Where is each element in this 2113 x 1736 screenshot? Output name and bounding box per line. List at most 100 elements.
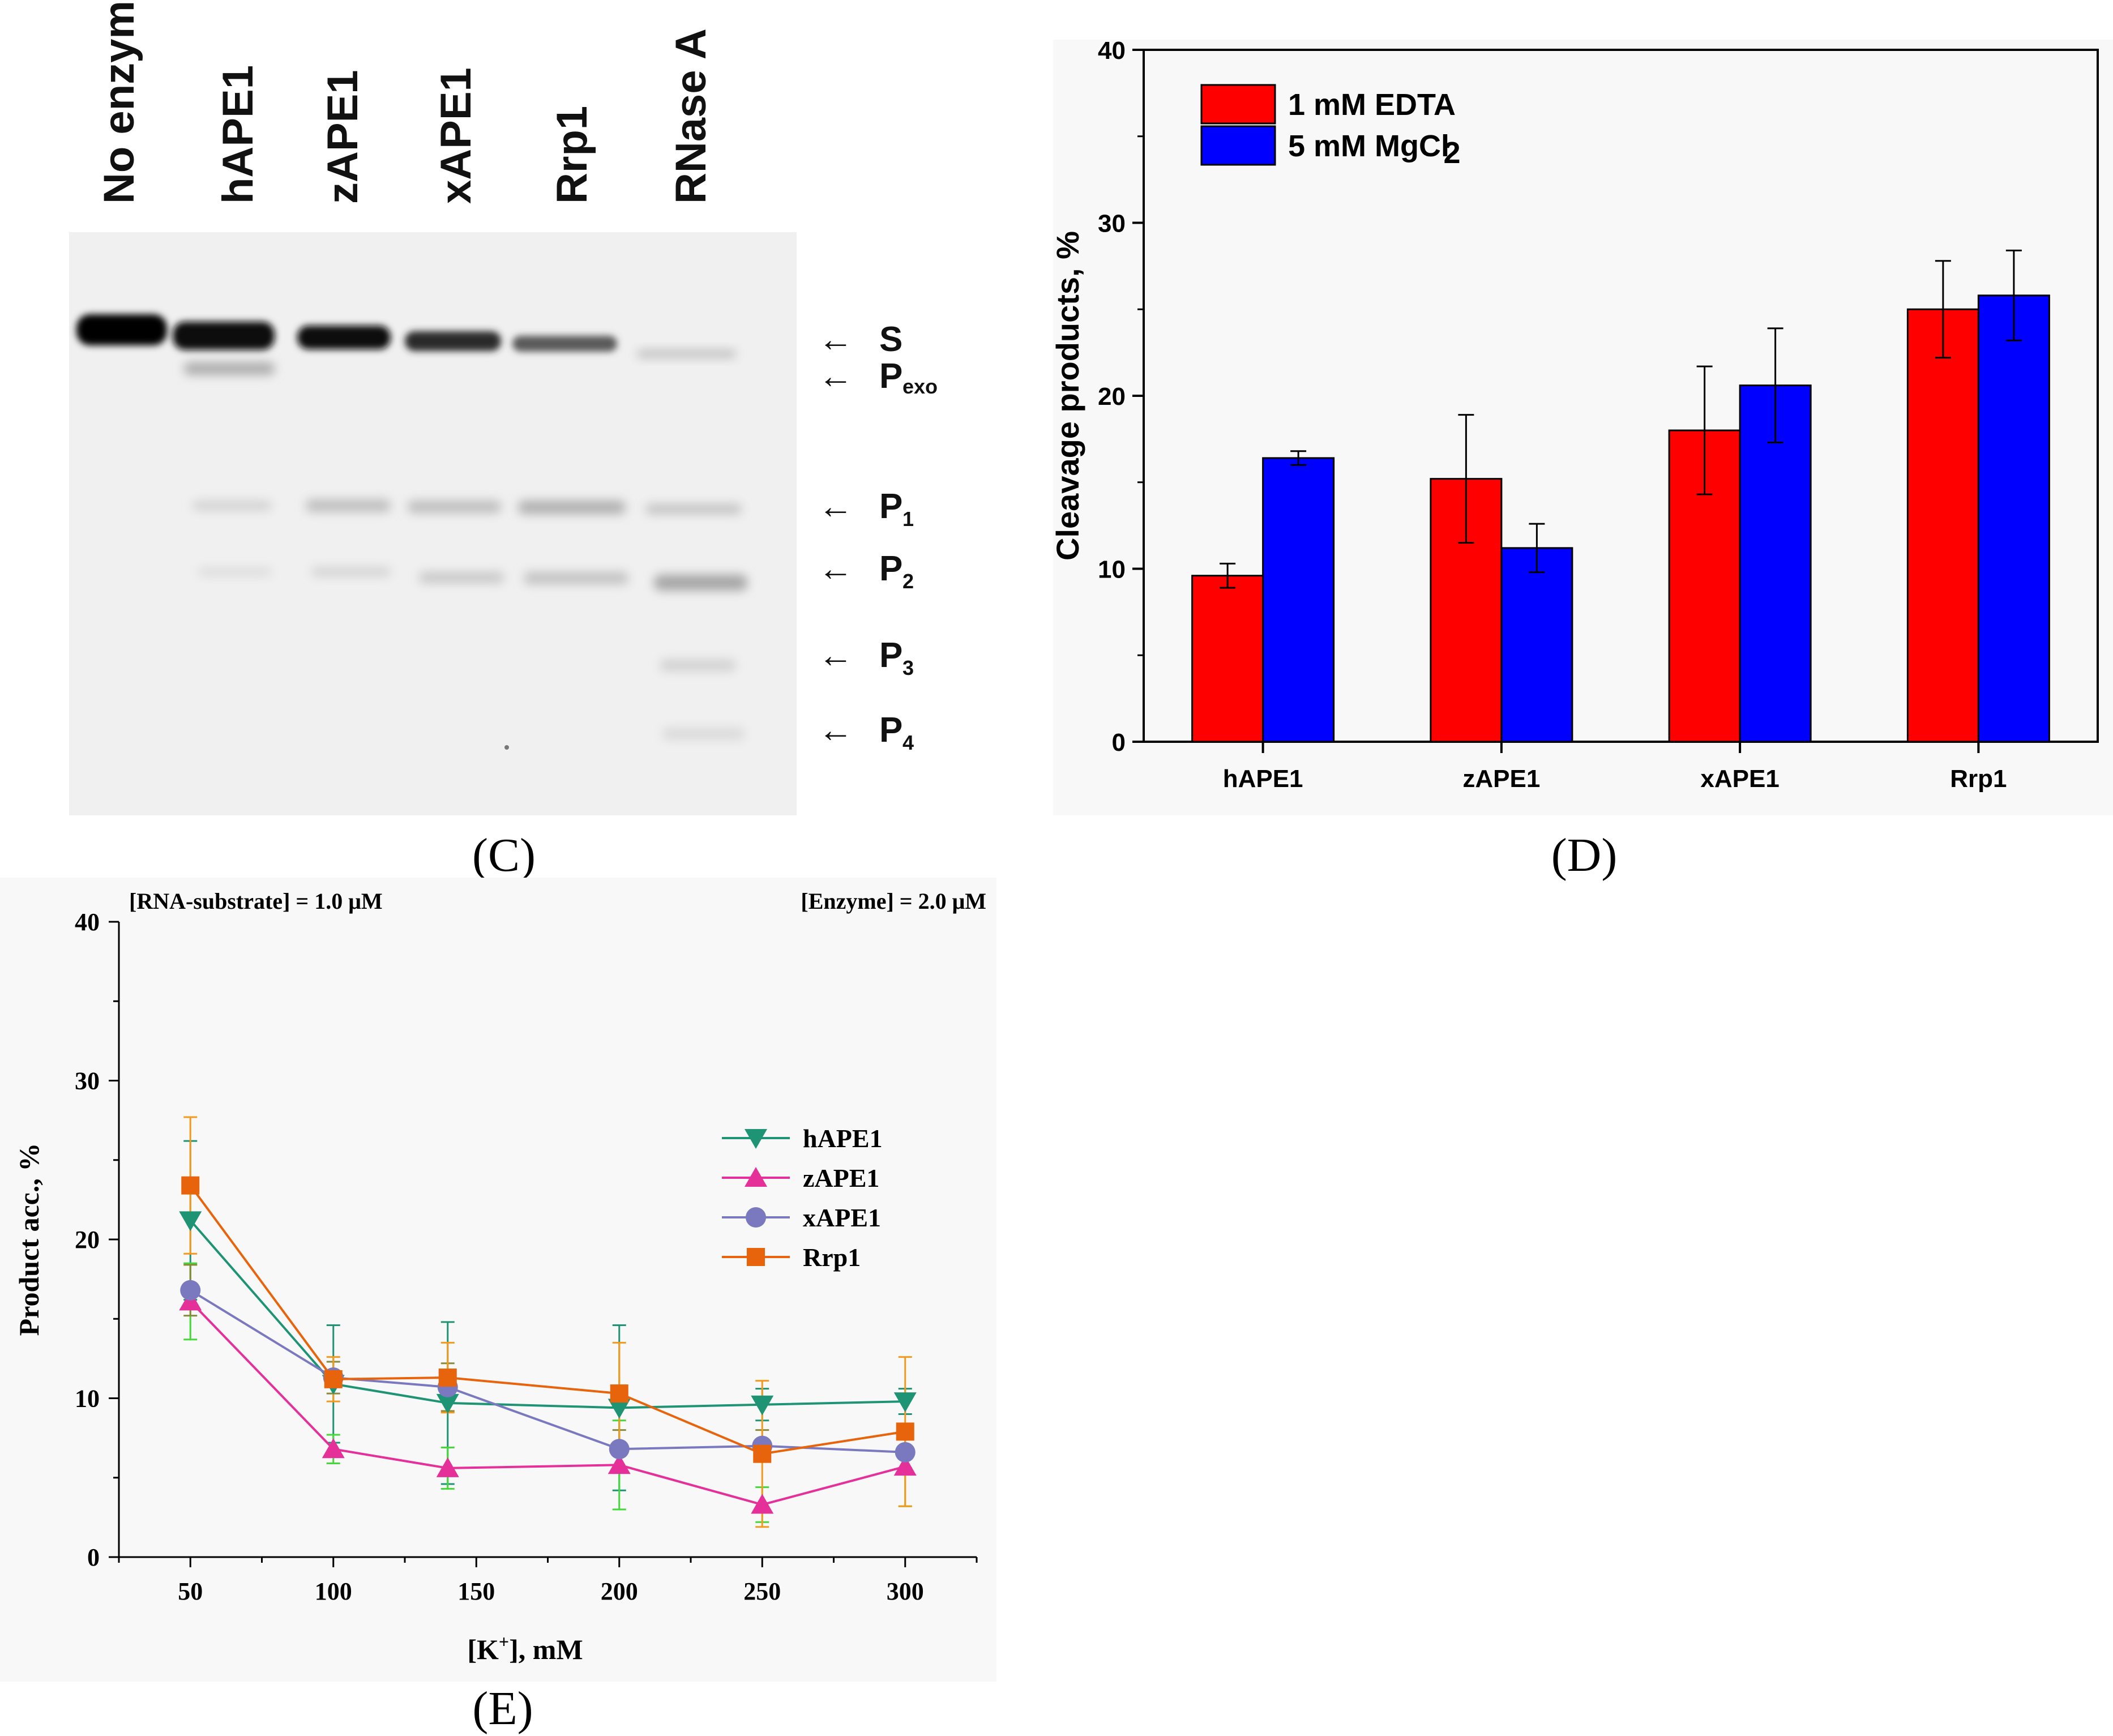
data-point (893, 1456, 917, 1476)
gel-band (637, 350, 736, 358)
data-point (746, 1207, 766, 1228)
gel-speck (504, 745, 509, 750)
data-point (896, 1422, 914, 1441)
y-tick-label: 10 (75, 1385, 100, 1413)
gel-band (193, 501, 272, 510)
band-name: P (879, 636, 902, 675)
panel-label-d: (D) (1551, 829, 1618, 882)
bar (1739, 384, 1812, 743)
y-axis-title: Product acc., % (13, 1143, 45, 1336)
legend-swatch (1200, 125, 1276, 166)
gel-bands (76, 314, 747, 750)
y-tick-label: 0 (87, 1543, 100, 1571)
band-arrow: ← (818, 357, 853, 396)
x-tick-label: 50 (178, 1577, 203, 1605)
plot-background (0, 878, 996, 1682)
x-tick-label: 150 (457, 1577, 495, 1605)
data-point (751, 1395, 774, 1416)
data-point (436, 1457, 459, 1477)
band-name: P (879, 711, 902, 750)
data-point (436, 1393, 459, 1414)
gel-band (645, 504, 742, 514)
data-point (751, 1494, 774, 1514)
data-point (608, 1399, 631, 1419)
bar (1977, 294, 2050, 743)
condition-substrate: [RNA-substrate] = 1.0 μM (129, 888, 383, 914)
gel-band-p4 (662, 728, 745, 740)
data-point (179, 1211, 202, 1232)
lane-label: xAPE1 (432, 67, 480, 204)
gel-band (524, 572, 628, 584)
lane-label: No enzyme (95, 0, 143, 204)
data-point (745, 1167, 767, 1187)
data-point (608, 1454, 631, 1474)
legend-label: 5 mM MgCl (1288, 129, 1449, 163)
data-point (747, 1248, 765, 1266)
x-tick-label: 250 (743, 1577, 781, 1605)
data-point (324, 1370, 343, 1388)
bar (1191, 575, 1264, 743)
y-tick-label: 0 (1112, 729, 1126, 756)
line-chart-panel: [RNA-substrate] = 1.0 μM [Enzyme] = 2.0 … (0, 878, 996, 1735)
y-tick-label: 40 (1098, 37, 1126, 65)
gel-band (198, 568, 272, 576)
condition-enzyme: [Enzyme] = 2.0 μM (801, 888, 986, 914)
gel-band (405, 331, 501, 351)
band-arrow: ← (818, 636, 853, 675)
lane-label: Rrp1 (548, 106, 596, 204)
x-tick-label: Rrp1 (1950, 765, 2007, 793)
gel-band (518, 501, 626, 514)
y-tick-label: 40 (75, 908, 100, 936)
band-arrow: ← (818, 320, 853, 359)
band-arrow: ← (818, 549, 853, 588)
band-name: P (879, 549, 902, 588)
y-tick-label: 30 (75, 1067, 100, 1095)
y-tick-label: 20 (75, 1226, 100, 1254)
gel-band (654, 575, 747, 591)
lane-label: zAPE1 (319, 70, 367, 204)
lane-label: hAPE1 (214, 65, 262, 204)
band-name: S (879, 320, 902, 359)
gel-band (297, 326, 391, 349)
data-point (180, 1280, 201, 1301)
data-point (610, 1384, 628, 1403)
line-chart-plot: 0 10 20 30 40 50 100 150 200 250 300 Product acc., … (13, 908, 978, 1665)
bar (1906, 308, 1979, 743)
band-arrow: ← (818, 711, 853, 750)
bar-chart-plot: 0 10 20 30 40 Cleavage products, % hAPE1 zAPE1 x… (1050, 37, 2099, 793)
x-axis-title: [K+], mM (467, 1631, 583, 1665)
gel-band (419, 572, 504, 583)
band-subscript: 3 (902, 656, 914, 679)
panel-label-c: (C) (472, 829, 536, 882)
gel-band-p3 (660, 660, 736, 671)
gel-band (306, 499, 391, 512)
x-tick-label: 100 (315, 1577, 352, 1605)
band-subscript: 1 (902, 507, 914, 531)
series-line (190, 1289, 905, 1453)
band-subscript: exo (902, 375, 938, 398)
legend-subscript: 2 (1444, 136, 1461, 170)
band-subscript: 4 (902, 731, 914, 754)
data-point (322, 1438, 345, 1459)
x-tick-label: zAPE1 (1462, 765, 1540, 793)
band-arrow: ← (818, 487, 853, 526)
x-tick-label: hAPE1 (1223, 765, 1303, 793)
data-point (745, 1129, 767, 1149)
bar (1262, 457, 1335, 743)
data-point (753, 1444, 772, 1463)
band-row-s (76, 314, 736, 358)
band-subscript: 2 (902, 570, 914, 593)
y-tick-label: 20 (1098, 383, 1126, 411)
data-point (179, 1290, 202, 1311)
legend-label: zAPE1 (803, 1164, 879, 1192)
gel-band (76, 314, 167, 345)
gel-band (173, 322, 275, 350)
gel-band-pexo (184, 362, 275, 375)
legend-label: xAPE1 (803, 1203, 881, 1232)
lane-label: RNase A (667, 28, 715, 204)
data-point (893, 1392, 917, 1413)
y-axis-title: Cleavage products, % (1050, 231, 1085, 561)
data-point (438, 1369, 457, 1387)
